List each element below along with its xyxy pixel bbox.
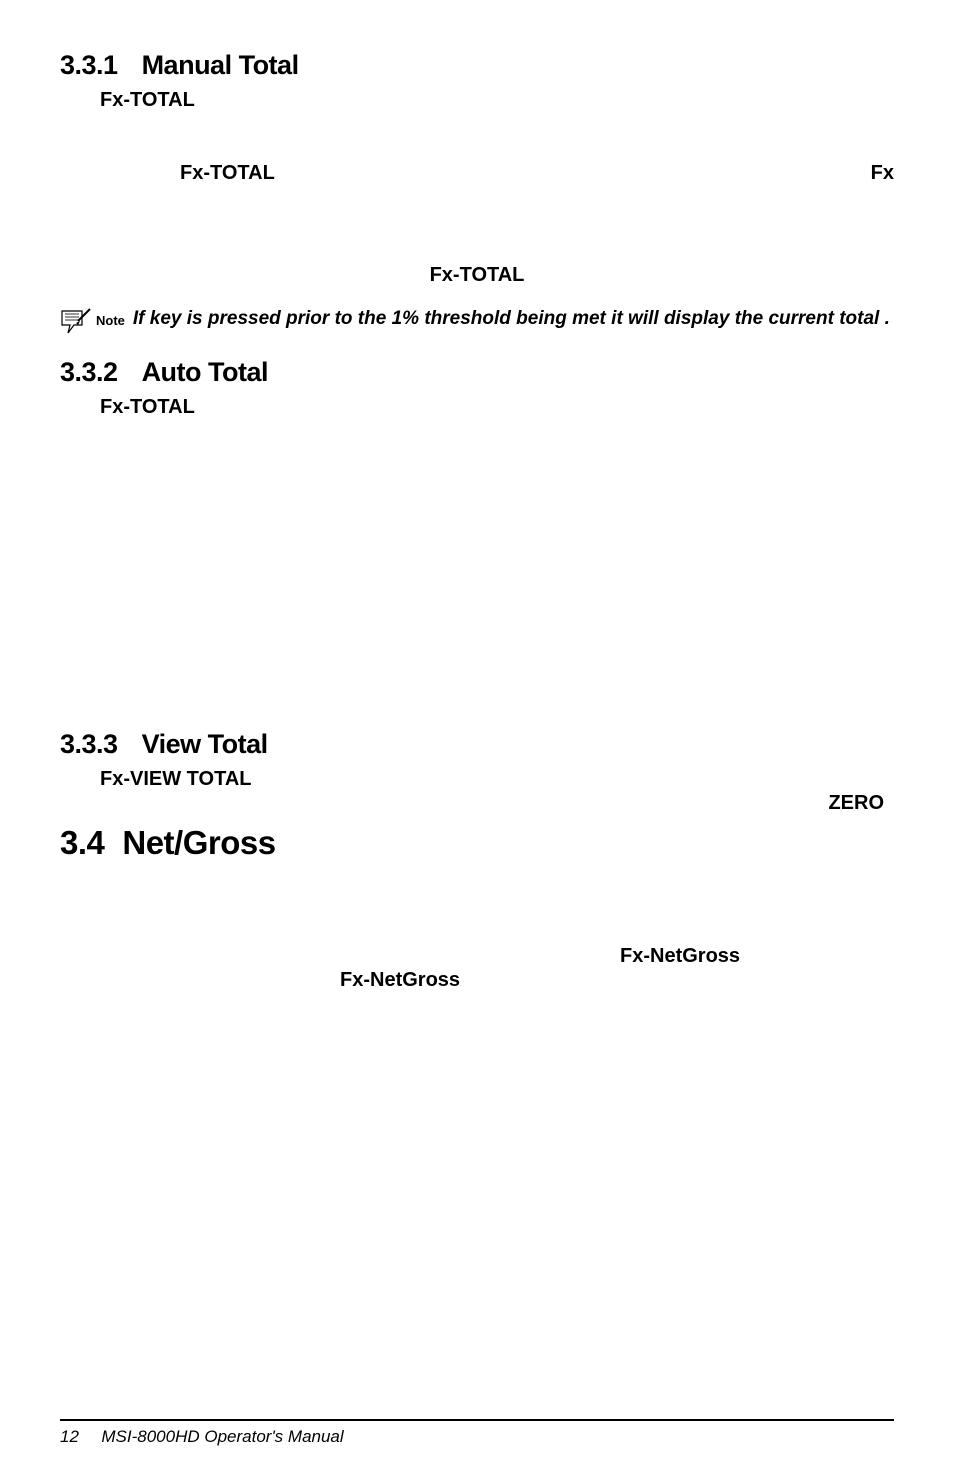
note-block: Note If key is pressed prior to the 1% t… (60, 307, 894, 335)
section-title: Net/Gross (122, 824, 275, 861)
section-number: 3.3.1 (60, 50, 118, 81)
section-number: 3.3.2 (60, 357, 118, 388)
section-heading-3-3-2: 3.3.2 Auto Total (60, 357, 894, 388)
fx-netgross-text: Fx-NetGross (340, 969, 460, 992)
fx-total-text: Fx-TOTAL (100, 89, 894, 112)
page-number: 12 (60, 1427, 79, 1446)
note-icon (60, 307, 92, 335)
section-number: 3.3.3 (60, 729, 118, 760)
section-title: Auto Total (142, 357, 268, 387)
section-number: 3.4 (60, 824, 104, 862)
note-label: Note (96, 313, 125, 328)
section-title: View Total (142, 729, 268, 759)
zero-text: ZERO (828, 792, 884, 815)
fx-total-text: Fx-TOTAL (180, 162, 275, 184)
section-heading-3-3-3: 3.3.3 View Total (60, 729, 894, 760)
manual-title: MSI-8000HD Operator's Manual (101, 1427, 343, 1446)
note-text: If key is pressed prior to the 1% thresh… (133, 307, 894, 332)
fx-text: Fx (871, 162, 894, 185)
section-heading-3-3-1: 3.3.1 Manual Total (60, 50, 894, 81)
fx-total-text: Fx-TOTAL (100, 396, 894, 419)
section-heading-3-4: 3.4 Net/Gross (60, 824, 894, 862)
page-footer: 12 MSI-8000HD Operator's Manual (60, 1419, 894, 1447)
fx-total-text: Fx-TOTAL (430, 264, 525, 286)
section-title: Manual Total (142, 50, 299, 80)
fx-view-total-text: Fx-VIEW TOTAL (100, 768, 894, 791)
fx-netgross-text: Fx-NetGross (620, 945, 740, 968)
